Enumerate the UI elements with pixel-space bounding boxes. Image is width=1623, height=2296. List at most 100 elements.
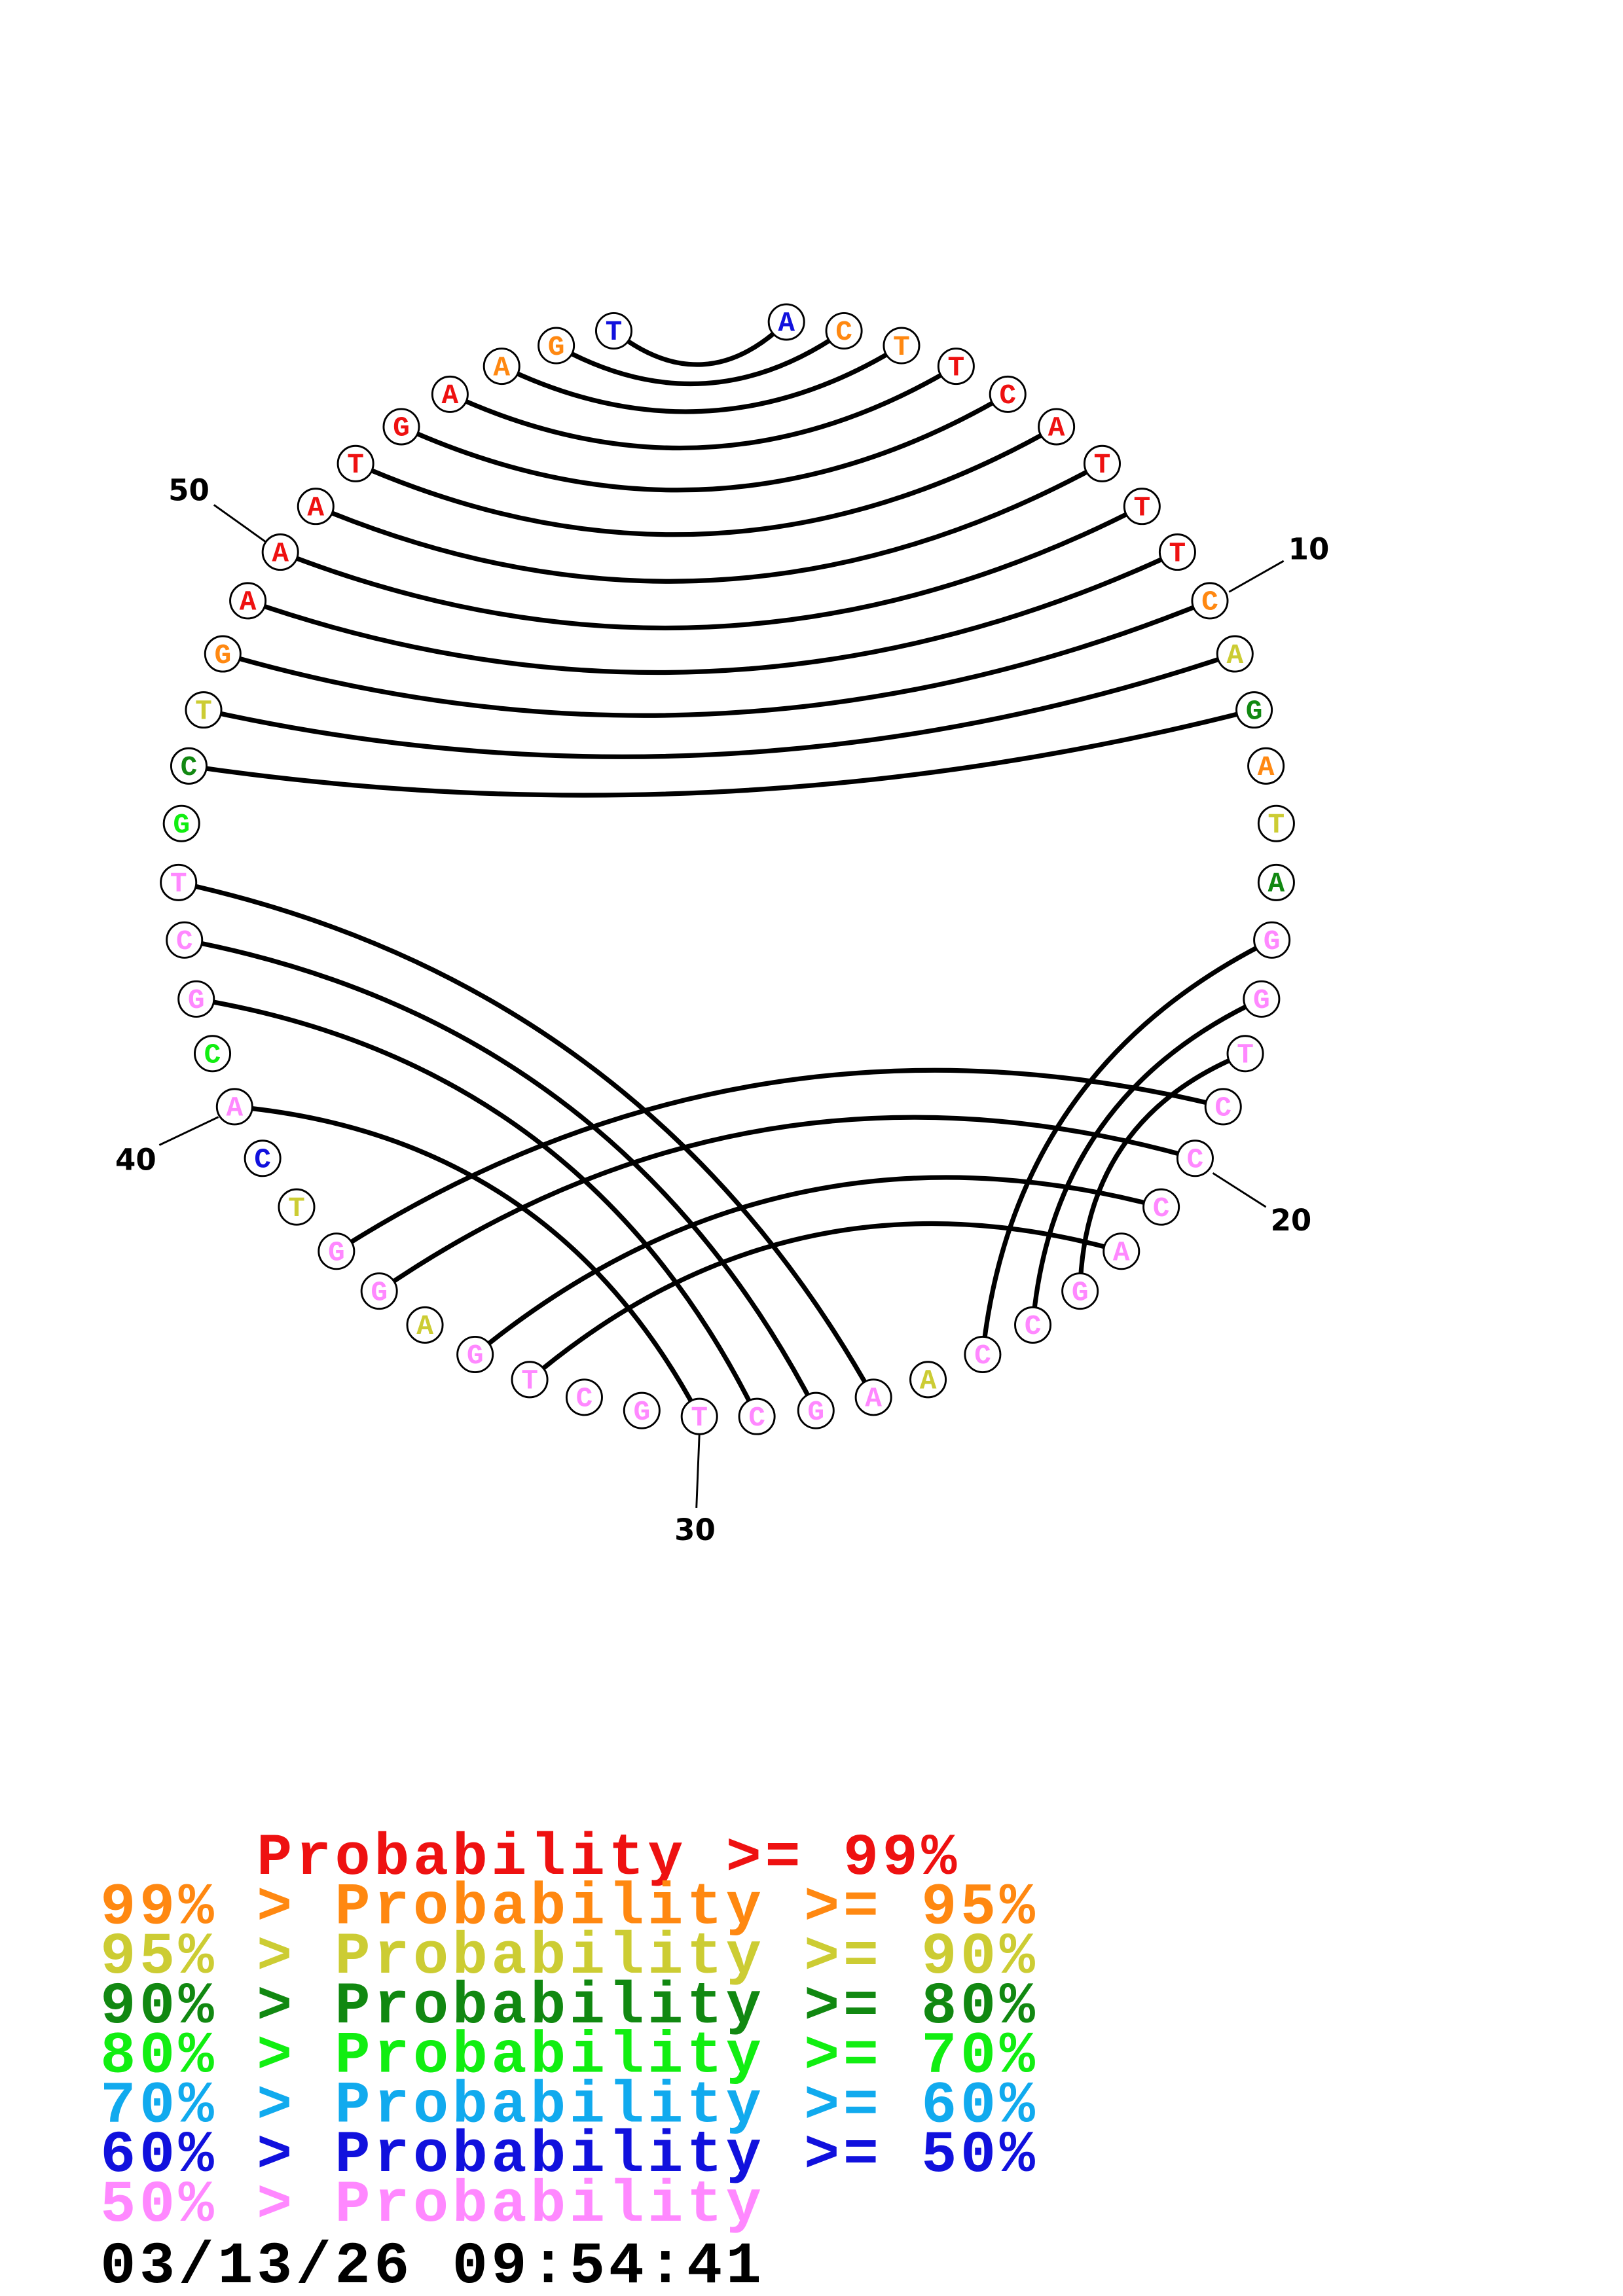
nucleotide-letter: T <box>948 351 965 384</box>
legend-entry-cyan: 70% > Probability >= 60% <box>100 2073 1038 2140</box>
nucleotide-circle <box>360 1272 398 1310</box>
nucleotide-17: G <box>1243 980 1281 1018</box>
nucleotide-39: C <box>244 1139 282 1177</box>
nucleotide-letter: C <box>1214 1092 1231 1124</box>
nucleotide-circle <box>1204 1088 1242 1126</box>
nucleotide-circle <box>278 1188 316 1226</box>
nucleotide-30: T <box>680 1397 718 1435</box>
nucleotide-letter: C <box>204 1039 221 1071</box>
position-label-50: 50 <box>168 473 210 507</box>
nucleotide-circle <box>1142 1188 1180 1226</box>
nucleotide-letter: T <box>195 695 212 727</box>
nucleotide-circle <box>170 747 208 785</box>
nucleotide-7: T <box>1083 444 1121 482</box>
nucleotide-letter: C <box>1201 586 1218 619</box>
position-label-10: 10 <box>1288 532 1330 567</box>
nucleotide-circle <box>883 327 921 365</box>
nucleotide-circle <box>1038 408 1076 446</box>
nucleotide-circle <box>825 312 863 350</box>
base-pair-arc-44-27 <box>177 880 876 1399</box>
nucleotide-9: T <box>1158 533 1196 571</box>
nucleotide-letter: G <box>328 1237 345 1269</box>
nucleotide-letter: A <box>1268 868 1285 900</box>
nucleotide-letter: G <box>807 1396 824 1428</box>
nucleotide-circle <box>680 1397 718 1435</box>
nucleotide-letter: C <box>1153 1193 1170 1225</box>
nucleotide-circle <box>406 1306 444 1344</box>
nucleotide-letter: G <box>633 1396 650 1428</box>
nucleotide-53: G <box>382 408 420 446</box>
nucleotide-letter: C <box>576 1383 593 1415</box>
nucleotide-letter: T <box>606 316 623 348</box>
nucleotide-letter: G <box>1253 984 1270 1016</box>
nucleotide-circle <box>1158 533 1196 571</box>
base-pair-arc-55-3 <box>500 343 903 414</box>
nucleotide-letter: G <box>173 809 190 841</box>
tick-line-20 <box>1212 1172 1267 1208</box>
tick-line-30 <box>695 1434 701 1508</box>
legend-entry-green: 80% > Probability >= 70% <box>100 2024 1038 2090</box>
nucleotide-11: A <box>1216 635 1254 673</box>
nucleotide-44: T <box>160 863 198 901</box>
nucleotide-letter: A <box>920 1365 937 1397</box>
nucleotide-48: G <box>204 635 242 673</box>
legend-entry-red: Probability >= 99% <box>100 1825 960 1892</box>
nucleotide-circle <box>1176 1139 1214 1177</box>
base-pair-arc-50-8 <box>279 504 1143 631</box>
nucleotide-49: A <box>229 582 267 620</box>
base-pair-arc-37-19 <box>335 1067 1224 1253</box>
nucleotide-circle <box>244 1139 282 1177</box>
nucleotide-letter: T <box>1268 809 1285 841</box>
nucleotide-20: C <box>1176 1139 1214 1177</box>
nucleotide-letter: T <box>521 1365 538 1397</box>
nucleotide-46: C <box>170 747 208 785</box>
nucleotide-10: C <box>1191 582 1229 620</box>
nucleotide-letter: A <box>226 1092 243 1124</box>
nucleotide-31: G <box>623 1391 661 1429</box>
nucleotide-23: G <box>1061 1272 1099 1310</box>
nucleotide-circle <box>1014 1306 1052 1344</box>
tick-line-40 <box>158 1116 219 1146</box>
legend-entry-blue: 60% > Probability >= 50% <box>100 2123 1038 2189</box>
nucleotide-letter: T <box>893 331 910 363</box>
nucleotide-letter: A <box>493 351 510 384</box>
nucleotide-22: A <box>1103 1232 1140 1270</box>
nucleotide-circle <box>1247 747 1285 785</box>
nucleotide-circle <box>797 1391 835 1429</box>
nucleotide-circle <box>318 1232 356 1270</box>
nucleotide-circle <box>854 1378 892 1416</box>
nucleotide-42: G <box>177 980 215 1018</box>
nucleotide-letter: C <box>254 1144 271 1176</box>
nucleotide-41: C <box>194 1035 232 1073</box>
nucleotide-5: C <box>989 375 1027 413</box>
nucleotide-45: G <box>162 804 200 842</box>
nucleotide-letter: A <box>778 308 795 340</box>
nucleotide-circle <box>964 1336 1002 1374</box>
nucleotide-circle <box>177 980 215 1018</box>
nucleotide-25: C <box>964 1336 1002 1374</box>
tick-line-10 <box>1228 560 1285 593</box>
nucleotide-16: G <box>1253 921 1291 959</box>
nucleotide-47: T <box>185 691 223 729</box>
nucleotide-letter: T <box>288 1193 305 1225</box>
nucleotide-circle <box>1235 691 1273 729</box>
probability-legend: Probability >= 99%99% > Probability >= 9… <box>100 1825 1038 2239</box>
base-pair-arc-52-6 <box>354 424 1058 537</box>
base-pair-arc-48-10 <box>222 598 1211 718</box>
nucleotide-letter: G <box>214 639 231 672</box>
nucleotide-50: A <box>261 533 299 571</box>
nucleotide-54: A <box>431 375 469 413</box>
nucleotide-43: C <box>166 921 204 959</box>
nucleotide-letter: A <box>865 1383 882 1415</box>
nucleotide-24: C <box>1014 1306 1052 1344</box>
nucleotide-52: T <box>337 444 374 482</box>
nucleotide-34: G <box>456 1336 494 1374</box>
nucleotide-circle <box>483 348 520 386</box>
nucleotide-letter: G <box>548 331 565 363</box>
base-pair-arc-16-25 <box>980 938 1273 1355</box>
nucleotide-33: T <box>511 1361 549 1399</box>
nucleotide-3: T <box>883 327 921 365</box>
nucleotide-57: T <box>595 312 633 350</box>
nucleotide-letter: T <box>1094 449 1111 481</box>
nucleotide-8: T <box>1123 488 1161 526</box>
